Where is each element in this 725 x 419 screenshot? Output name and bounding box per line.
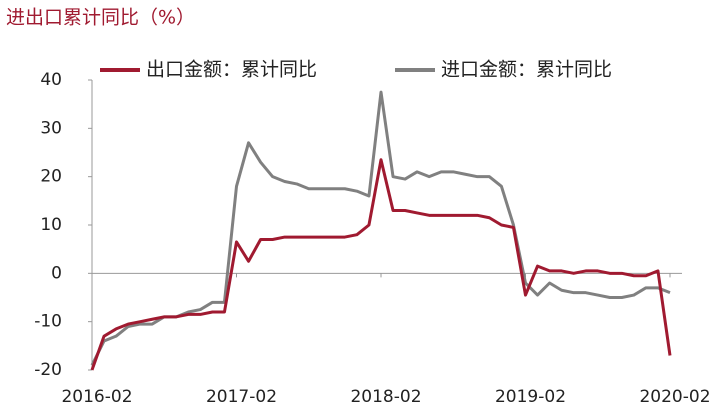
x-tick-label: 2017-02 (206, 387, 277, 407)
y-tick-label: 0 (51, 263, 62, 283)
y-tick-label: 40 (40, 70, 62, 90)
y-tick-label: 30 (40, 118, 62, 138)
y-tick-label: -20 (34, 360, 62, 380)
series-line (90, 90, 671, 366)
x-tick-label: 2020-02 (639, 387, 710, 407)
legend-label: 出口金额：累计同比 (146, 59, 317, 81)
y-tick-label: -10 (34, 312, 62, 332)
y-tick-label: 10 (40, 215, 62, 235)
y-tick-label: 20 (40, 167, 62, 187)
x-tick-label: 2016-02 (61, 387, 132, 407)
chart-title: 进出口累计同比（%） (6, 7, 195, 29)
legend-label: 进口金额：累计同比 (441, 59, 612, 81)
x-tick-label: 2018-02 (350, 387, 421, 407)
x-tick-label: 2019-02 (495, 387, 566, 407)
series-line (90, 158, 672, 371)
